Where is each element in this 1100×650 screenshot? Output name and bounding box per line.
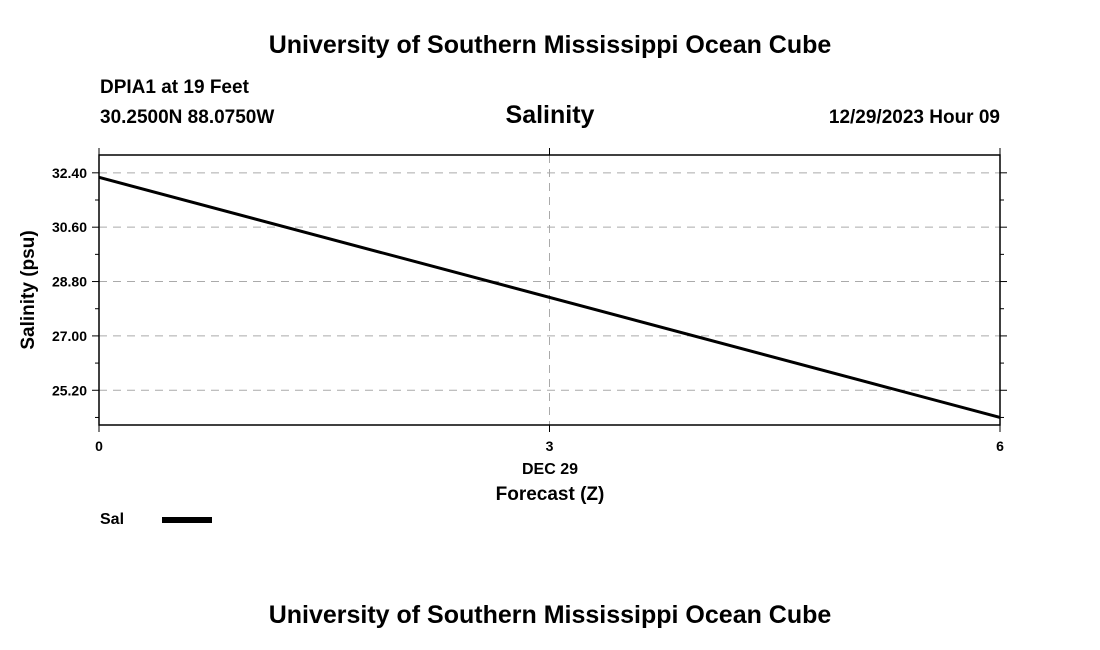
y-tick-label: 25.20 <box>52 382 87 398</box>
label-layer: 25.20 27.00 28.80 30.60 32.40 0 3 6 <box>52 165 1004 454</box>
y-tick-label: 27.00 <box>52 328 87 344</box>
grid-layer <box>99 155 1000 425</box>
y-tick-label: 32.40 <box>52 165 87 181</box>
chart-title: Salinity <box>505 101 595 129</box>
bottom-title: University of Southern Mississippi Ocean… <box>268 601 832 629</box>
y-tick-label: 28.80 <box>52 274 87 290</box>
x-date-label: DEC 29 <box>522 461 578 478</box>
y-tick-label: 30.60 <box>52 219 87 235</box>
y-axis-title: Salinity (psu) <box>18 230 39 349</box>
legend-label: Sal <box>100 511 125 528</box>
datetime-label: 12/29/2023 Hour 09 <box>828 107 1000 128</box>
series-line-sal <box>98 175 1001 419</box>
coordinates-label: 30.2500N 88.0750W <box>100 107 275 128</box>
series-layer <box>98 175 1001 419</box>
legend-swatch <box>162 517 212 523</box>
x-tick-label: 3 <box>546 438 554 454</box>
top-title: University of Southern Mississippi Ocean… <box>268 31 832 59</box>
station-label: DPIA1 at 19 Feet <box>100 77 249 98</box>
x-axis-title: Forecast (Z) <box>496 484 605 505</box>
x-tick-label: 6 <box>996 438 1004 454</box>
plot-frame <box>98 154 1001 426</box>
x-tick-label: 0 <box>95 438 103 454</box>
